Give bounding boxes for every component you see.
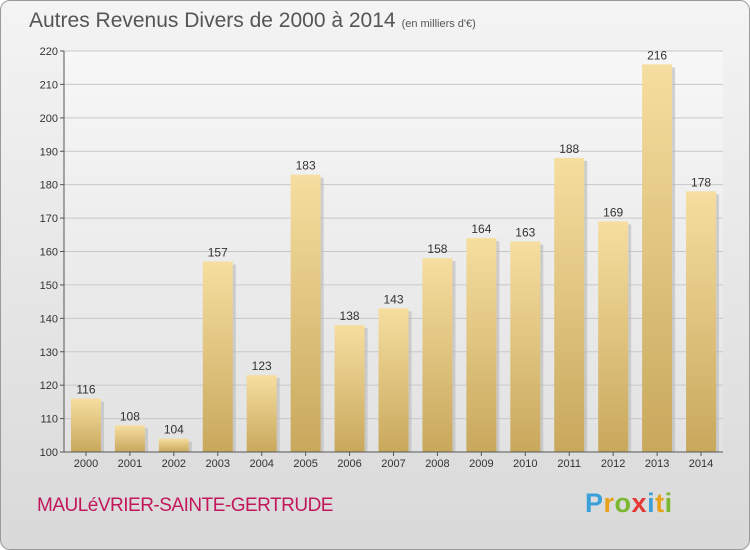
x-tick-label: 2004	[249, 458, 273, 470]
logo-letter: t	[655, 488, 665, 518]
bar	[158, 438, 189, 452]
bar	[114, 425, 145, 452]
place-name: MAULéVRIER-SAINTE-GERTRUDE	[37, 495, 333, 516]
bar-value-label: 158	[427, 242, 447, 256]
logo-letter: P	[585, 488, 604, 518]
logo-letter: x	[631, 488, 648, 518]
y-tick-label: 190	[40, 146, 58, 158]
y-tick-label: 200	[40, 113, 58, 125]
logo-letter: o	[614, 488, 632, 518]
axes: 100 110 120 130 140 150 160 170 180 190 200 210 220 2…	[40, 46, 723, 470]
bar-value-label: 157	[208, 246, 228, 260]
logo-letter: r	[603, 488, 615, 518]
x-tick-label: 2010	[513, 458, 537, 470]
x-tick-label: 2002	[162, 458, 186, 470]
bar-value-label: 164	[471, 222, 491, 236]
bar	[686, 191, 717, 452]
bar	[334, 325, 365, 452]
logo-letter: i	[664, 488, 673, 518]
x-tick-label: 2011	[557, 458, 581, 470]
x-tick-label: 2008	[425, 458, 449, 470]
bar	[246, 375, 277, 452]
y-tick-label: 120	[40, 380, 58, 392]
bar-value-label: 123	[252, 359, 272, 373]
bars: 116 108 104 157 123 183 138 143 158 164 163 188 169 2…	[70, 48, 720, 452]
bar	[202, 261, 233, 452]
chart-title-text: Autres Revenus Divers de 2000 à 2014	[29, 9, 396, 32]
bar-value-label: 188	[559, 142, 579, 156]
bar	[642, 64, 673, 452]
bar	[70, 398, 101, 452]
bar	[466, 238, 497, 452]
bar	[598, 221, 629, 452]
bar-value-label: 178	[691, 175, 711, 189]
x-tick-label: 2007	[381, 458, 405, 470]
bar	[378, 308, 409, 452]
bar	[290, 174, 321, 452]
chart-title: Autres Revenus Divers de 2000 à 2014 (en …	[29, 9, 476, 33]
chart-subtitle: (en milliers d'€)	[401, 18, 476, 30]
bar-value-label: 138	[340, 309, 360, 323]
y-tick-label: 170	[40, 213, 58, 225]
y-tick-label: 150	[40, 280, 58, 292]
bar-value-label: 183	[296, 159, 316, 173]
x-tick-label: 2009	[469, 458, 493, 470]
y-tick-label: 110	[40, 414, 58, 426]
y-tick-label: 130	[40, 347, 58, 359]
x-tick-label: 2013	[645, 458, 669, 470]
x-tick-label: 2006	[337, 458, 361, 470]
bar-value-label: 169	[603, 205, 623, 219]
proxiti-logo: Proxiti	[585, 488, 673, 519]
y-tick-label: 160	[40, 247, 58, 259]
x-tick-label: 2003	[206, 458, 230, 470]
x-tick-label: 2001	[118, 458, 142, 470]
bar-value-label: 108	[120, 409, 140, 423]
y-tick-label: 220	[40, 46, 58, 58]
logo-letter: i	[647, 488, 656, 518]
x-tick-label: 2014	[689, 458, 713, 470]
bar	[554, 157, 585, 452]
bar	[510, 241, 541, 452]
x-tick-label: 2012	[601, 458, 625, 470]
bar	[422, 258, 453, 452]
bar-value-label: 163	[515, 225, 535, 239]
y-tick-label: 180	[40, 180, 58, 192]
bar-value-label: 116	[76, 383, 95, 397]
y-tick-label: 100	[40, 447, 58, 459]
bar-value-label: 104	[164, 423, 184, 437]
bar-value-label: 216	[647, 48, 667, 62]
x-tick-label: 2005	[293, 458, 317, 470]
y-tick-label: 140	[40, 313, 58, 325]
y-tick-label: 210	[40, 79, 58, 91]
x-tick-label: 2000	[74, 458, 98, 470]
bar-value-label: 143	[383, 292, 403, 306]
